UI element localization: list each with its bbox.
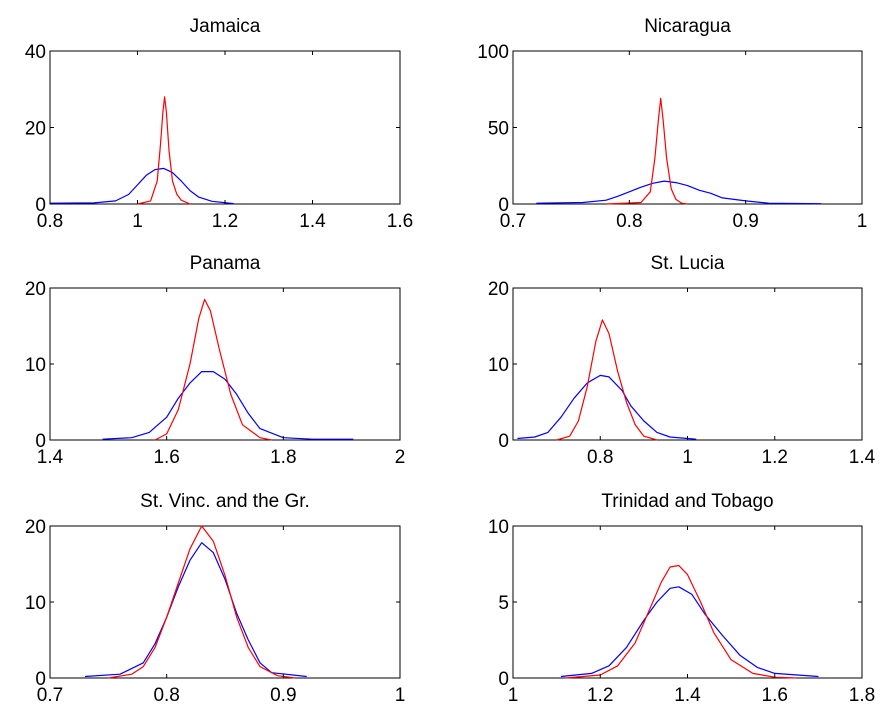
y-tick-label: 10 [488,355,509,376]
chart-title: St. Lucia [651,253,725,274]
x-tick-label: 0.9 [270,685,296,706]
series-line [84,542,307,678]
y-tick-label: 10 [25,593,46,614]
axes-box [49,287,401,441]
series-line [137,96,191,205]
x-tick-label: 1 [682,447,693,468]
x-tick-label: 0.8 [37,211,63,232]
chart-title: Jamaica [190,16,261,37]
x-tick-label: 1.4 [849,447,876,468]
x-tick-label: 1.6 [387,211,413,232]
y-tick-label: 100 [477,42,509,63]
x-tick-label: 1.2 [587,685,613,706]
y-tick-label: 50 [488,119,509,140]
x-tick-label: 0.8 [616,211,642,232]
chart-title: Panama [190,253,261,274]
series-line [606,97,688,205]
y-tick-label: 20 [25,517,46,538]
x-tick-label: 1.4 [299,211,326,232]
y-tick-label: 0 [498,195,509,216]
chart-panel: 1 1.2 1.4 1.6 1.8 0 5 10 Trinidad and Tobago [488,491,875,706]
series-line [49,167,234,205]
y-tick-label: 0 [35,195,46,216]
x-tick-label: 1.6 [153,447,179,468]
y-tick-label: 0 [498,669,509,690]
x-tick-label: 1.6 [762,685,788,706]
chart-title: Nicaragua [644,16,731,37]
y-tick-label: 0 [35,669,46,690]
y-tick-label: 0 [498,431,509,452]
chart-panel: 0.8 1 1.2 1.4 0 10 20 St. Lucia [488,253,876,468]
y-tick-label: 0 [35,431,46,452]
chart-panel: 0.8 1 1.2 1.4 1.6 0 20 40 Jamaica [25,16,413,232]
series-line [565,564,797,679]
chart-panel: 0.7 0.8 0.9 1 0 50 100 Nicaragua [477,16,867,232]
axes-box [512,50,863,205]
series-line [517,374,697,440]
y-tick-label: 10 [25,355,46,376]
x-tick-label: 0.8 [587,447,613,468]
series-line [560,586,819,678]
x-tick-label: 1 [857,211,868,232]
series-line [108,525,296,679]
axes-box [512,287,863,441]
x-tick-label: 1 [132,211,143,232]
axes-box [49,525,401,679]
series-line [556,319,658,441]
x-tick-label: 0.8 [153,685,179,706]
x-tick-label: 1.4 [37,447,64,468]
axes-box [512,525,863,679]
x-tick-label: 0.7 [500,211,526,232]
x-tick-label: 1 [508,685,519,706]
x-tick-label: 1.2 [212,211,238,232]
x-tick-label: 0.9 [732,211,758,232]
x-tick-label: 1.4 [674,685,701,706]
x-tick-label: 0.7 [37,685,63,706]
x-tick-label: 1.8 [270,447,296,468]
y-tick-label: 10 [488,517,509,538]
x-tick-label: 2 [395,447,406,468]
y-tick-label: 20 [25,119,46,140]
axes-box [49,50,401,205]
series-line [154,298,272,441]
chart-title: Trinidad and Tobago [601,491,773,512]
x-tick-label: 1.2 [762,447,788,468]
y-tick-label: 40 [25,42,46,63]
y-tick-label: 5 [498,593,509,614]
y-tick-label: 20 [25,279,46,300]
y-tick-label: 20 [488,279,509,300]
series-line [102,371,354,440]
x-tick-label: 1 [395,685,406,706]
x-tick-label: 1.8 [849,685,875,706]
chart-title: St. Vinc. and the Gr. [140,491,310,512]
